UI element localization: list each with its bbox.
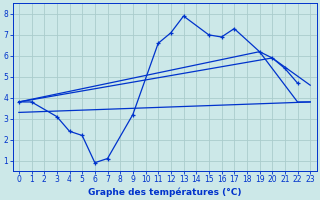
- X-axis label: Graphe des températures (°C): Graphe des températures (°C): [88, 187, 241, 197]
